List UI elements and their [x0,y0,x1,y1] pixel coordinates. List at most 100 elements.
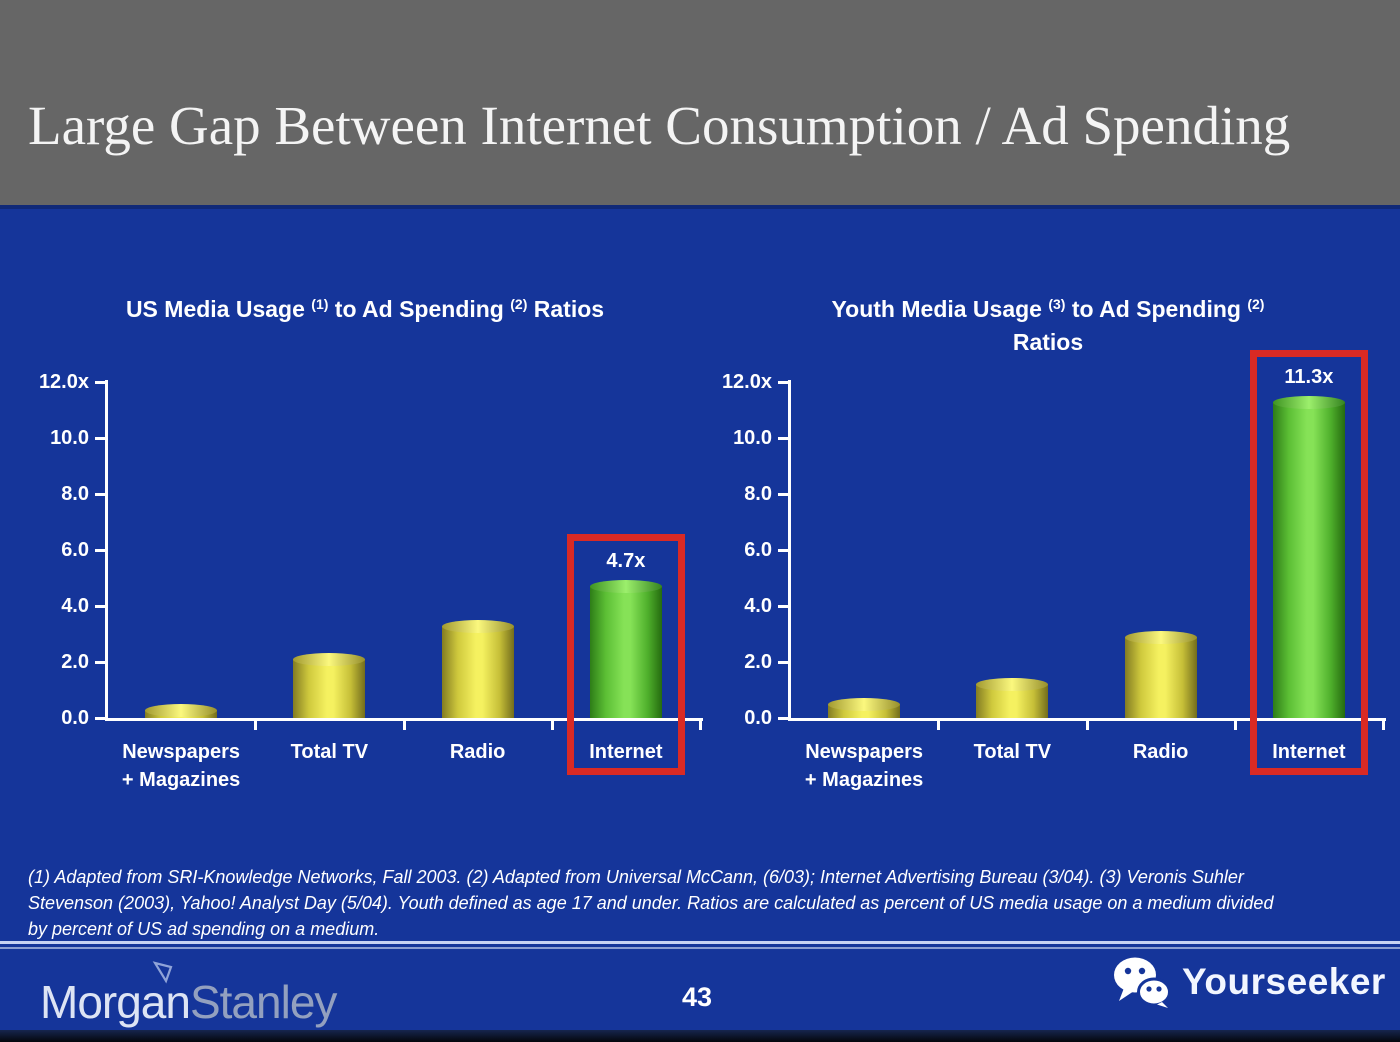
brand-part-2: Stanley [189,976,337,1028]
category-label: Radio [1132,741,1189,763]
triangle-flag-icon [152,961,173,984]
y-tick-mark [95,493,105,496]
highlight-box [566,534,685,775]
wechat-icon [1114,957,1170,1008]
x-tick-mark [550,720,554,730]
bar-top-cap [1124,630,1197,644]
partner-brand-name: Yourseeker [1182,961,1386,1002]
bar-top-cap [828,698,901,711]
partner-logo: Yourseeker [1112,956,1386,1008]
chart-title: US Media Usage (1) to Ad Spending (2) Ra… [20,288,710,326]
x-tick-mark [937,720,941,730]
highlight-value-label: 4.7x [606,550,646,573]
bar-top-cap [293,653,366,667]
y-tick-label: 2.0 [61,651,89,673]
y-tick-label: 10.0 [50,427,89,449]
y-tick-label: 4.0 [61,595,89,617]
category-label: Total TV [973,741,1052,763]
y-tick-mark [95,381,105,384]
highlight-value-label: 11.3x [1284,365,1334,388]
bar-top-cap [1272,395,1345,409]
chart-title-line: Youth Media Usage (3) to Ad Spending (2) [703,288,1393,326]
bottom-edge-strip [0,1030,1400,1042]
chart-title-text: to Ad Spending [328,296,511,322]
chart-title-text: Ratios [1012,329,1084,355]
superscript-note-ref: (2) [510,296,528,312]
x-tick-mark [254,720,258,730]
x-tick-mark [402,720,406,730]
y-tick-mark [778,605,788,608]
bar-top-cap [589,580,662,594]
y-tick-label: 0.0 [744,707,772,729]
chart-title-text: to Ad Spending [1065,296,1248,322]
y-tick-label: 0.0 [61,707,89,729]
y-tick-mark [778,717,788,720]
bar-top-cap [441,619,514,633]
superscript-note-ref: (1) [311,296,329,312]
bar-traditional-media [293,659,366,718]
superscript-note-ref: (3) [1048,296,1066,312]
y-tick-label: 10.0 [733,427,772,449]
footnote: (1) Adapted from SRI-Knowledge Networks,… [28,864,1388,942]
y-tick-label: 4.0 [744,595,772,617]
chart-us-media-usage: US Media Usage (1) to Ad Spending (2) Ra… [20,296,710,800]
chart-title-text: US Media Usage [125,296,312,322]
category-label: Internet [589,741,663,763]
bar-top-cap [976,678,1049,692]
y-tick-label: 6.0 [61,539,89,561]
y-tick-mark [778,549,788,552]
bar-top-cap [145,703,218,717]
highlight-box [1249,349,1368,775]
y-tick-mark [778,661,788,664]
y-tick-mark [95,549,105,552]
page-number: 43 [681,982,713,1012]
y-tick-mark [778,493,788,496]
chart-title-line: US Media Usage (1) to Ad Spending (2) Ra… [20,288,710,326]
y-tick-mark [95,717,105,720]
brand-part-1: Morgan [40,976,191,1028]
y-tick-label: 12.0x [721,371,772,393]
page-title: Large Gap Between Internet Consumption /… [28,95,1291,156]
y-tick-label: 2.0 [744,651,772,673]
y-axis [788,380,791,721]
category-label: Radio [449,741,506,763]
superscript-note-ref: (2) [1247,296,1265,312]
bar-internet [589,586,662,718]
morgan-stanley-logo: MorganStanley [40,976,337,1028]
x-tick-mark [699,720,702,730]
x-tick-mark [1382,720,1385,730]
y-tick-mark [778,381,788,384]
y-tick-label: 12.0x [38,371,89,393]
bar-traditional-media [441,625,514,718]
category-label: Newspapers + Magazines [121,741,241,791]
category-label: Internet [1272,741,1346,763]
footer-divider-top [0,941,1400,944]
x-axis [105,718,703,721]
chart-title: Youth Media Usage (3) to Ad Spending (2)… [703,288,1393,359]
y-tick-label: 8.0 [61,483,89,505]
x-tick-mark [1085,720,1089,730]
footnote-line: (1) Adapted from SRI-Knowledge Networks,… [28,867,1244,887]
y-tick-mark [95,661,105,664]
y-axis [105,380,108,721]
category-label: Total TV [290,741,369,763]
bar-traditional-media [1124,636,1197,718]
category-label: Newspapers + Magazines [804,741,924,791]
chart-title-line: Ratios [703,326,1393,359]
y-tick-mark [778,437,788,440]
x-axis [788,718,1386,721]
y-tick-label: 8.0 [744,483,772,505]
y-tick-label: 6.0 [744,539,772,561]
slide-header-band: Large Gap Between Internet Consumption /… [0,0,1400,205]
bar-internet [1272,401,1345,718]
chart-youth-media-usage: Youth Media Usage (3) to Ad Spending (2)… [703,296,1393,800]
x-tick-mark [1233,720,1237,730]
footer-divider-bottom [0,947,1400,949]
chart-title-text: Youth Media Usage [831,296,1049,322]
y-tick-mark [95,437,105,440]
header-shadow-divider [0,205,1400,209]
y-tick-mark [95,605,105,608]
footnote-line: by percent of US ad spending on a medium… [28,919,380,939]
footnote-line: Stevenson (2003), Yahoo! Analyst Day (5/… [28,893,1274,913]
